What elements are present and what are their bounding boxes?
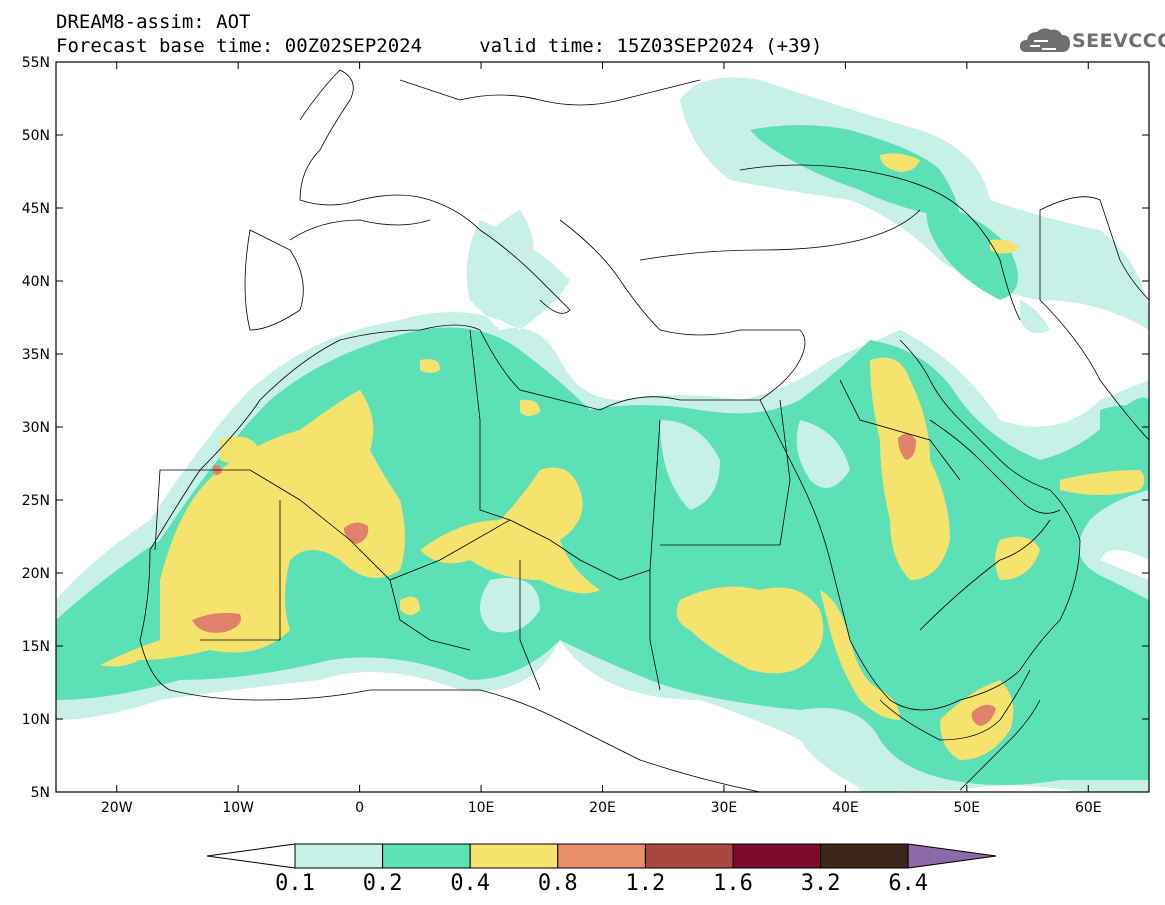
colorbar-under-triangle xyxy=(206,843,296,869)
axis-tick-labels: 55N 50N 45N 40N 35N 30N 25N 20N 15N 10N 5N 20W 10W 0 1… xyxy=(22,55,1102,816)
colorbar-label: 0.8 xyxy=(538,871,578,896)
forecast-times: Forecast base time: 00Z02SEP2024 valid t… xyxy=(56,35,823,57)
lon-label: 50E xyxy=(953,800,980,816)
colorbar-segment xyxy=(382,843,471,869)
colorbar-segment xyxy=(820,843,909,869)
lat-label: 35N xyxy=(22,347,50,363)
logo-text: SEEVCCC xyxy=(1072,30,1165,52)
coastlines-and-borders xyxy=(139,69,1149,792)
lat-label: 15N xyxy=(22,639,50,655)
colorbar-segment xyxy=(557,843,646,869)
aot-contour-field xyxy=(56,77,1149,792)
colorbar-label: 6.4 xyxy=(888,871,928,896)
lat-label: 45N xyxy=(22,201,50,217)
lat-label: 25N xyxy=(22,493,50,509)
lon-label: 40E xyxy=(832,800,859,816)
colorbar-label: 0.4 xyxy=(450,871,490,896)
aot-band-0.4 xyxy=(100,153,1145,760)
colorbar-label: 3.2 xyxy=(801,871,841,896)
lon-label: 0 xyxy=(355,800,364,816)
colorbar-segment xyxy=(469,843,559,869)
colorbar-segment xyxy=(644,843,734,869)
lat-label: 10N xyxy=(22,712,50,728)
colorbar-label: 0.2 xyxy=(363,871,403,896)
aot-band-0.1-holes xyxy=(480,300,1050,633)
lon-label: 10E xyxy=(468,800,495,816)
colorbar-label: 0.1 xyxy=(275,871,315,896)
colorbar-label: 1.6 xyxy=(713,871,753,896)
lon-label: 20E xyxy=(589,800,616,816)
cloud-logo-icon xyxy=(1020,28,1070,52)
lon-label: 30E xyxy=(711,800,738,816)
colorbar-over-triangle xyxy=(907,843,997,869)
aot-band-0.8 xyxy=(192,433,996,726)
lat-label: 40N xyxy=(22,274,50,290)
colorbar-segment xyxy=(294,843,384,869)
lon-label: 20W xyxy=(101,800,133,816)
lon-label: 10W xyxy=(222,800,254,816)
colorbar-label: 1.2 xyxy=(626,871,666,896)
lon-label: 60E xyxy=(1075,800,1102,816)
lat-label: 5N xyxy=(31,785,50,801)
map-title: DREAM8-assim: AOT xyxy=(56,11,251,33)
colorbar-segment xyxy=(732,843,822,869)
lat-label: 50N xyxy=(22,128,50,144)
axis-ticks xyxy=(56,61,1149,793)
lat-label: 30N xyxy=(22,420,50,436)
lat-label: 55N xyxy=(22,55,50,71)
lat-label: 20N xyxy=(22,566,50,582)
